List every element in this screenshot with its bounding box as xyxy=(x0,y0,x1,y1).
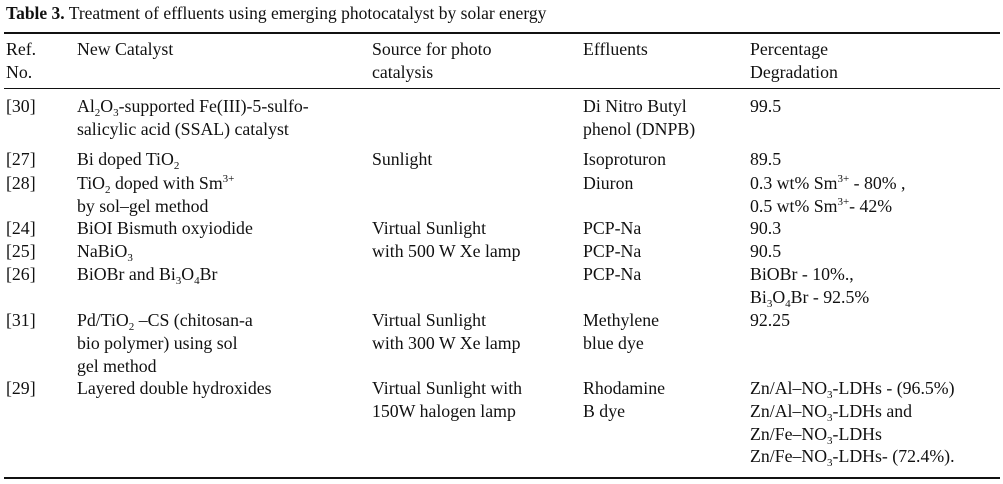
catalyst-cell: Al2O3-supported Fe(III)-5-sulfo- xyxy=(77,96,309,119)
header-catalyst: New Catalyst xyxy=(77,39,174,59)
ref-cell: [30] xyxy=(6,96,36,116)
source-cell: with 500 W Xe lamp xyxy=(372,240,521,261)
source-cell: Virtual Sunlight xyxy=(372,310,487,330)
effluents-cell: Di Nitro Butyl xyxy=(583,96,687,116)
header-rule xyxy=(4,88,1000,90)
degradation-cell: 90.3 xyxy=(750,218,782,238)
ref-cell: [25] xyxy=(6,241,36,261)
catalyst-cell: BiOI Bismuth oxyiodide xyxy=(77,218,253,238)
catalyst-cell: Pd/TiO2 –CS (chitosan-a xyxy=(77,310,253,333)
source-cell: Virtual Sunlight xyxy=(372,218,487,238)
effluents-cell: PCP-Na xyxy=(583,241,642,261)
source-cell: with 300 W Xe lamp xyxy=(372,332,521,353)
degradation-cell: 0.5 wt% Sm3+- 42% xyxy=(750,195,893,216)
bottom-rule xyxy=(4,477,1000,479)
header-source-line-1: Source for photo xyxy=(372,39,492,59)
ref-cell: [27] xyxy=(6,149,36,169)
ref-cell: [29] xyxy=(6,378,36,398)
header-ref-line-1: Ref. xyxy=(6,39,37,59)
degradation-cell: Zn/Fe–NO3-LDHs- (72.4%). xyxy=(750,446,955,470)
effluents-cell: phenol (DNPB) xyxy=(583,118,696,139)
source-cell: 150W halogen lamp xyxy=(372,400,516,421)
effluents-cell: PCP-Na xyxy=(583,264,642,284)
degradation-cell: 89.5 xyxy=(750,149,782,169)
degradation-cell: Zn/Al–NO3-LDHs and xyxy=(750,400,913,424)
caption-text: Treatment of effluents using emerging ph… xyxy=(64,3,547,23)
source-cell: Sunlight xyxy=(372,149,433,169)
degradation-cell: 92.25 xyxy=(750,310,791,330)
degradation-cell: 99.5 xyxy=(750,96,782,116)
degradation-cell: Bi3O4Br - 92.5% xyxy=(750,286,870,310)
degradation-cell: 90.5 xyxy=(750,241,782,261)
header-ref-line-2: No. xyxy=(6,62,33,82)
catalyst-cell: bio polymer) using sol xyxy=(77,332,238,353)
degradation-cell: BiOBr - 10%., xyxy=(750,264,854,284)
ref-cell: [28] xyxy=(6,173,36,193)
catalyst-cell: Layered double hydroxides xyxy=(77,378,272,398)
effluents-cell: Diuron xyxy=(583,173,634,193)
ref-cell: [26] xyxy=(6,264,36,284)
top-rule xyxy=(4,32,1000,34)
source-cell: Virtual Sunlight with xyxy=(372,378,523,398)
degradation-cell: Zn/Al–NO3-LDHs - (96.5%) xyxy=(750,378,955,401)
header-source-line-2: catalysis xyxy=(372,62,434,82)
effluents-cell: Isoproturon xyxy=(583,149,666,169)
effluents-cell: blue dye xyxy=(583,332,644,353)
catalyst-cell: NaBiO3 xyxy=(77,241,133,264)
catalyst-cell: BiOBr and Bi3O4Br xyxy=(77,264,218,287)
effluents-cell: PCP-Na xyxy=(583,218,642,238)
caption-label: Table 3. xyxy=(6,3,65,23)
degradation-cell: 0.3 wt% Sm3+ - 80% , xyxy=(750,173,906,193)
effluents-cell: Methylene xyxy=(583,310,660,330)
table-caption: Table 3. Treatment of effluents using em… xyxy=(6,2,546,24)
header-degradation-line-1: Percentage xyxy=(750,39,828,59)
ref-cell: [24] xyxy=(6,218,36,238)
catalyst-cell: salicylic acid (SSAL) catalyst xyxy=(77,118,289,139)
degradation-cell: Zn/Fe–NO3-LDHs xyxy=(750,423,882,447)
catalyst-cell: gel method xyxy=(77,355,157,376)
catalyst-cell: Bi doped TiO2 xyxy=(77,149,180,172)
effluents-cell: B dye xyxy=(583,400,625,421)
ref-cell: [31] xyxy=(6,310,36,330)
header-degradation-line-2: Degradation xyxy=(750,62,838,82)
effluents-cell: Rhodamine xyxy=(583,378,665,398)
catalyst-cell: by sol–gel method xyxy=(77,195,209,216)
header-effluents: Effluents xyxy=(583,39,648,59)
catalyst-cell: TiO2 doped with Sm3+ xyxy=(77,173,235,196)
